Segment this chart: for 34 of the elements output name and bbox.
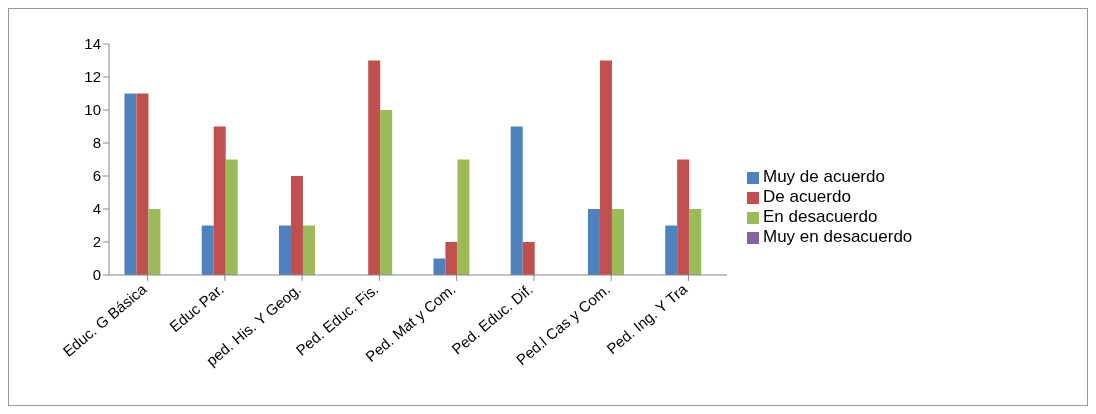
bar bbox=[522, 242, 535, 275]
bar bbox=[599, 60, 612, 275]
bar bbox=[689, 209, 702, 275]
y-tick-label: 4 bbox=[92, 200, 101, 218]
y-tick-label: 10 bbox=[84, 101, 101, 119]
y-tick-label: 6 bbox=[92, 167, 101, 185]
bar bbox=[148, 209, 161, 275]
y-tick-label: 14 bbox=[84, 35, 101, 53]
bar bbox=[201, 225, 214, 275]
bar bbox=[302, 225, 315, 275]
legend-label: Muy de acuerdo bbox=[763, 167, 885, 186]
legend-label: Muy en desacuerdo bbox=[763, 227, 913, 246]
bar bbox=[278, 225, 291, 275]
y-tick-label: 0 bbox=[92, 266, 101, 284]
bar bbox=[445, 242, 458, 275]
bar bbox=[380, 110, 393, 275]
bar bbox=[225, 159, 238, 275]
y-tick-label: 12 bbox=[84, 68, 101, 86]
bar bbox=[213, 126, 226, 275]
bar bbox=[457, 159, 470, 275]
bar bbox=[665, 225, 678, 275]
bar bbox=[587, 209, 600, 275]
bar bbox=[124, 93, 137, 275]
bar bbox=[290, 176, 303, 275]
bar bbox=[433, 258, 446, 275]
bar bbox=[611, 209, 624, 275]
bar bbox=[677, 159, 690, 275]
y-tick-label: 2 bbox=[92, 233, 101, 251]
legend-label: En desacuerdo bbox=[763, 207, 878, 226]
legend-label: De acuerdo bbox=[763, 187, 851, 206]
bar bbox=[136, 93, 149, 275]
y-tick-label: 8 bbox=[92, 134, 101, 152]
bar bbox=[510, 126, 523, 275]
bar bbox=[368, 60, 381, 275]
